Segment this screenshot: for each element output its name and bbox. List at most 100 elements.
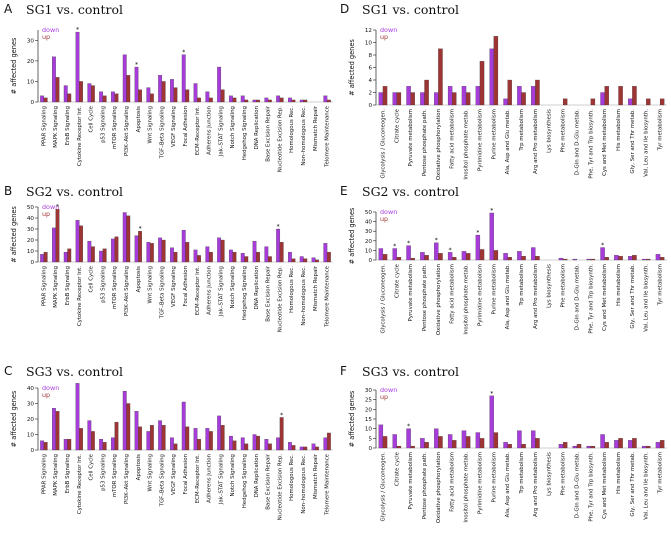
bar-down — [122, 54, 127, 103]
x-tick-label: Tyr metabolism — [658, 109, 664, 151]
x-tick-label: Mismatch Repair — [313, 453, 319, 499]
x-tick-label: Cys and Met metabolism — [602, 109, 608, 176]
bar-up — [102, 442, 107, 451]
bar-down — [229, 95, 233, 103]
bar-down — [531, 86, 536, 106]
bar-down — [193, 249, 198, 263]
y-tick-label: 10 — [27, 249, 35, 255]
legend-down: down — [380, 208, 397, 216]
bar-up — [55, 411, 60, 451]
x-tick-label: Pyrimidine metabolism — [477, 264, 483, 326]
x-tick-label: Trp metabolism — [519, 264, 525, 307]
bar-down — [311, 443, 316, 451]
x-tick-label: Citrate cycle — [394, 263, 400, 298]
bar-up — [161, 81, 166, 103]
legend-down: down — [380, 386, 397, 394]
significance-star: * — [407, 423, 410, 430]
bar-down — [489, 212, 494, 261]
x-tick-label: VEGF Signaling — [171, 106, 177, 147]
x-tick-label: Trp metabolism — [519, 109, 525, 152]
x-tick-label: MAPK Signaling — [53, 266, 59, 308]
bar-down — [252, 240, 257, 263]
panel-e: E SG2 vs. control 0 10 20 30 40 50 # affected ge… — [340, 184, 667, 335]
bar-down — [63, 251, 68, 263]
x-tick-label: Telomere Maintenance — [325, 265, 331, 328]
bar-up — [173, 87, 178, 103]
bar-down — [205, 428, 210, 451]
bar-up — [438, 436, 443, 449]
bar-down — [40, 254, 45, 263]
bar-up — [79, 428, 83, 451]
x-tick-label: Ala, Asp and Glu metab. — [505, 264, 511, 330]
bar-down — [299, 256, 304, 263]
x-tick-label: Non–homologous Rec. — [301, 454, 307, 514]
bar-up — [102, 248, 107, 263]
bar-up — [646, 258, 651, 261]
x-tick-label: mTOR Signaling — [112, 106, 118, 149]
x-tick-label: Homologous Rec. — [289, 454, 295, 501]
bar-up — [604, 86, 609, 106]
significance-star: * — [490, 207, 493, 214]
bar-up — [382, 436, 388, 449]
bar-up — [291, 445, 296, 451]
bar-up — [410, 445, 415, 449]
y-tick-label: 10 — [27, 79, 35, 85]
bar-up — [646, 98, 651, 106]
x-tick-label: D–Gln and D–Glu metab. — [574, 264, 580, 331]
bar-down — [475, 432, 481, 449]
bar-down — [40, 95, 45, 103]
bar-down — [600, 434, 605, 449]
bar-up — [208, 251, 213, 263]
bar-down — [264, 439, 269, 451]
bar-up — [161, 239, 166, 263]
x-tick-label: VEGF Signaling — [171, 454, 177, 495]
x-tick-label: Cell Cycle — [89, 105, 95, 132]
x-tick-label: Fatty acid metabolism — [450, 452, 456, 512]
x-tick-label: Oxidative phosphorylation — [436, 109, 442, 180]
bar-up — [220, 89, 225, 103]
x-tick-label: Focal Adhesion — [183, 106, 189, 146]
bar-up — [43, 97, 48, 103]
bar-down — [475, 86, 481, 106]
bar-down — [378, 424, 384, 449]
x-tick-label: Cys and Met metabolism — [602, 452, 608, 519]
x-tick-label: Non–homologous Rec. — [301, 106, 307, 166]
x-tick-label: Glycolysis / Gluconeogen. — [380, 264, 386, 334]
significance-star: * — [56, 204, 59, 211]
y-axis-label: # affected genes — [10, 37, 18, 94]
bar-down — [461, 430, 467, 449]
bar-down — [181, 229, 186, 263]
x-tick-label: Apoptosis — [136, 106, 142, 133]
bar-down — [122, 390, 127, 451]
bar-down — [517, 86, 522, 106]
x-tick-label: Arg and Pro metabolism — [533, 452, 539, 517]
bar-down — [572, 258, 578, 261]
bar-down — [378, 92, 384, 106]
bar-up — [659, 98, 665, 106]
bar-up — [632, 255, 637, 261]
bar-down — [531, 430, 536, 449]
bar-down — [193, 83, 198, 103]
bar-down — [628, 440, 633, 449]
significance-star: * — [139, 226, 142, 233]
x-tick-label: ErbB Signaling — [65, 266, 71, 305]
bar-up — [279, 242, 284, 263]
x-tick-label: Mismatch Repair — [313, 265, 319, 311]
legend-down: down — [42, 203, 59, 211]
x-tick-label: Pyruvate metabolism — [408, 452, 414, 509]
bar-up — [149, 425, 154, 451]
x-tick-label: Pentose phosphate path. — [422, 109, 428, 177]
bar-up — [659, 256, 665, 261]
bar-down — [489, 48, 494, 106]
y-tick-label: 20 — [27, 417, 35, 423]
bar-down — [517, 251, 522, 261]
x-tick-label: Telomere Maintenance — [325, 453, 331, 516]
panel-letter: D — [340, 2, 349, 16]
bar-up — [438, 48, 443, 106]
bar-up — [232, 440, 237, 451]
bar-down — [87, 420, 92, 451]
y-tick-label: 6 — [368, 66, 372, 72]
bar-up — [244, 99, 249, 103]
